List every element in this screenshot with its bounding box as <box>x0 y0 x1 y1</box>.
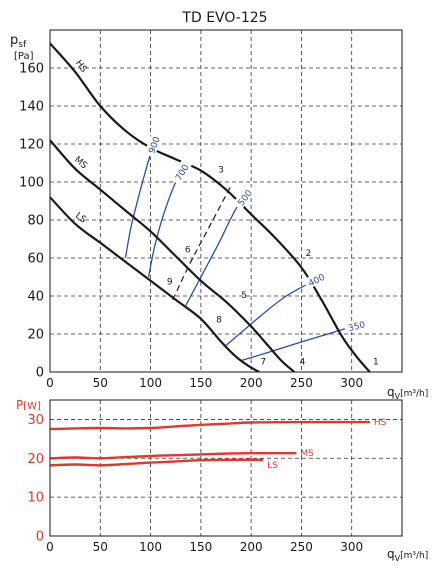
power-plot-frame <box>49 399 403 537</box>
pressure-x-tick-label: 250 <box>290 376 313 390</box>
flow-axis-unit-top: [m³/h] <box>400 389 428 399</box>
system-curve-label-bg <box>343 317 370 334</box>
power-x-tick-label: 200 <box>240 540 263 554</box>
power-y-tick-label: 0 <box>36 530 44 545</box>
power-curve-labels: HS MS LS <box>267 418 386 471</box>
flow-axis-subscript-bottom: V <box>395 554 401 563</box>
power-series-label-hs: HS <box>374 418 387 428</box>
pressure-axis-symbol: p <box>10 33 18 48</box>
power-y-tick-label: 20 <box>27 452 44 467</box>
pressure-curve-ms <box>50 139 296 372</box>
pressure-y-tick-label: 80 <box>27 214 44 229</box>
curve-number-2: 2 <box>306 249 312 259</box>
pressure-tick-labels: 0 50 100 150 200 250 300 0 20 40 60 80 100 120 140 160 <box>19 62 363 391</box>
flow-axis-label-bottom: qV[m³/h] <box>387 547 428 563</box>
pressure-x-tick-label: 50 <box>93 376 108 390</box>
flow-axis-symbol-top: q <box>387 385 395 399</box>
pressure-y-tick-label: 160 <box>19 62 44 77</box>
power-x-tick-label: 300 <box>340 540 363 554</box>
pressure-curve-ls <box>50 196 260 372</box>
pressure-y-tick-label: 20 <box>27 328 44 343</box>
pressure-x-tick-label: 200 <box>240 376 263 390</box>
system-curve-label-bg <box>170 158 193 185</box>
pressure-plot-area <box>50 42 371 372</box>
power-tick-labels: 0 50 100 150 200 250 300 0 10 20 30 <box>27 413 363 554</box>
pressure-y-tick-label: 40 <box>27 290 44 305</box>
curve-number-1: 1 <box>373 357 379 367</box>
curve-number-5: 5 <box>241 291 247 301</box>
pressure-y-tick-label: 120 <box>19 138 44 153</box>
power-axis-unit: [W] <box>23 401 41 412</box>
reference-dashed-line <box>172 185 232 301</box>
pressure-y-tick-label: 0 <box>36 366 44 381</box>
pressure-axis-label: psf <box>10 33 27 50</box>
flow-axis-unit-bottom: [m³/h] <box>400 551 428 561</box>
curve-number-3: 3 <box>218 166 224 176</box>
power-grid <box>50 400 402 536</box>
flow-axis-symbol-bottom: q <box>387 547 395 561</box>
power-x-tick-label: 100 <box>139 540 162 554</box>
pressure-grid <box>50 30 402 372</box>
power-axis-symbol: P <box>16 398 23 412</box>
pressure-y-tick-label: 100 <box>19 176 44 191</box>
curve-number-4: 4 <box>300 357 306 367</box>
power-plot-area <box>50 420 370 467</box>
system-curve-label-bg <box>143 131 163 158</box>
system-curve-label-350: 350 <box>347 320 366 334</box>
curve-number-7: 7 <box>260 357 266 367</box>
power-axis-label: P[W] <box>16 398 41 412</box>
power-x-tick-label: 150 <box>189 540 212 554</box>
curve-number-8: 8 <box>216 316 222 326</box>
chart-title: TD EVO-125 <box>181 10 267 26</box>
pressure-curve-hs <box>50 42 371 372</box>
power-series-label-ls: LS <box>267 461 278 471</box>
power-y-tick-label: 30 <box>27 413 44 428</box>
system-curve-label-bg <box>232 184 256 211</box>
pressure-x-tick-label: 300 <box>340 376 363 390</box>
system-curve-label-bg <box>302 268 330 290</box>
flow-axis-label-top: qV[m³/h] <box>387 385 428 401</box>
power-curve-ls <box>50 458 264 467</box>
pressure-plot-frame <box>49 29 403 373</box>
pressure-axis-subscript: sf <box>18 40 27 50</box>
curve-number-6: 6 <box>185 245 191 255</box>
power-x-tick-label: 50 <box>93 540 108 554</box>
flow-axis-subscript-top: V <box>395 392 401 401</box>
power-y-tick-label: 10 <box>27 491 44 506</box>
power-curve-ms <box>50 451 297 460</box>
curve-number-9: 9 <box>167 278 173 288</box>
system-curve-900 <box>124 139 157 259</box>
pressure-y-tick-label: 140 <box>19 100 44 115</box>
pressure-x-tick-label: 0 <box>46 376 54 390</box>
power-x-tick-label: 0 <box>46 540 54 554</box>
pressure-x-tick-label: 150 <box>189 376 212 390</box>
power-series-label-ms: MS <box>300 449 314 459</box>
pressure-x-tick-label: 100 <box>139 376 162 390</box>
power-x-tick-label: 250 <box>290 540 313 554</box>
power-curve-hs <box>50 420 370 431</box>
pressure-axis-unit: [Pa] <box>14 51 34 62</box>
pressure-y-tick-label: 60 <box>27 252 44 267</box>
